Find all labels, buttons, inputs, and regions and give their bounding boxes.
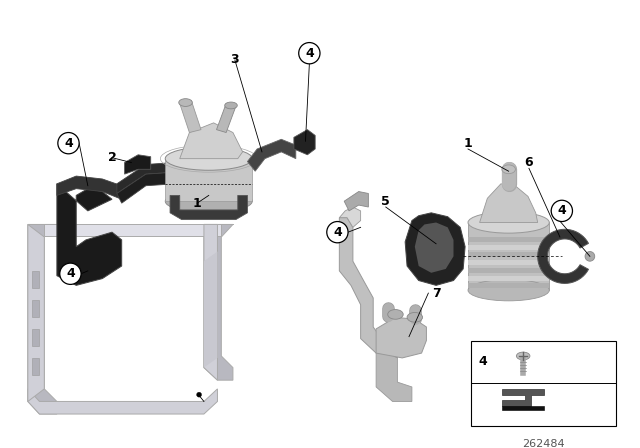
Polygon shape	[170, 195, 248, 220]
Ellipse shape	[165, 190, 252, 213]
Polygon shape	[32, 358, 40, 375]
Polygon shape	[479, 184, 538, 223]
Ellipse shape	[407, 312, 422, 322]
Polygon shape	[468, 260, 549, 265]
Polygon shape	[248, 139, 296, 171]
Polygon shape	[339, 207, 360, 227]
Circle shape	[299, 43, 320, 64]
Circle shape	[60, 263, 81, 284]
Polygon shape	[32, 271, 40, 288]
Polygon shape	[468, 284, 549, 288]
Bar	[502, 406, 545, 410]
Polygon shape	[28, 224, 57, 414]
Ellipse shape	[502, 165, 515, 174]
Polygon shape	[468, 253, 549, 257]
Ellipse shape	[165, 147, 252, 170]
Text: 1: 1	[193, 197, 202, 210]
Polygon shape	[415, 223, 454, 273]
Text: 6: 6	[525, 156, 533, 169]
Text: 2: 2	[108, 151, 116, 164]
Text: 4: 4	[333, 226, 342, 239]
Ellipse shape	[468, 212, 549, 233]
Polygon shape	[28, 224, 44, 401]
Polygon shape	[376, 317, 426, 358]
Text: 5: 5	[381, 195, 390, 208]
Polygon shape	[468, 245, 549, 250]
Polygon shape	[405, 213, 465, 285]
Text: 7: 7	[432, 287, 440, 300]
Polygon shape	[180, 123, 243, 159]
Polygon shape	[117, 172, 199, 203]
Circle shape	[551, 200, 573, 221]
Text: 4: 4	[64, 137, 73, 150]
Polygon shape	[204, 251, 218, 368]
Polygon shape	[468, 237, 549, 242]
Polygon shape	[180, 101, 201, 133]
Text: 262484: 262484	[522, 439, 564, 448]
Ellipse shape	[225, 102, 237, 109]
Circle shape	[327, 221, 348, 243]
Polygon shape	[28, 224, 233, 236]
Ellipse shape	[179, 99, 192, 107]
Polygon shape	[468, 223, 549, 290]
Polygon shape	[32, 300, 40, 317]
Ellipse shape	[516, 352, 530, 360]
Polygon shape	[57, 176, 122, 199]
Bar	[471, 340, 616, 426]
Text: 4: 4	[557, 204, 566, 217]
Polygon shape	[125, 155, 150, 174]
Ellipse shape	[388, 310, 403, 319]
Text: 4: 4	[478, 355, 487, 368]
Text: 3: 3	[230, 53, 239, 66]
Circle shape	[585, 251, 595, 261]
Polygon shape	[204, 224, 233, 380]
Circle shape	[58, 133, 79, 154]
Polygon shape	[294, 129, 315, 155]
Polygon shape	[502, 389, 545, 406]
Polygon shape	[468, 276, 549, 280]
Text: 1: 1	[463, 137, 472, 150]
Polygon shape	[117, 163, 199, 194]
Polygon shape	[165, 159, 252, 201]
Polygon shape	[57, 184, 122, 285]
Polygon shape	[538, 229, 589, 284]
Polygon shape	[339, 218, 397, 358]
Circle shape	[196, 392, 202, 397]
Text: 4: 4	[66, 267, 75, 280]
Text: 4: 4	[305, 47, 314, 60]
Polygon shape	[344, 192, 369, 211]
Polygon shape	[468, 268, 549, 273]
Polygon shape	[32, 329, 40, 346]
Polygon shape	[204, 224, 218, 380]
Polygon shape	[376, 353, 412, 401]
Ellipse shape	[468, 280, 549, 301]
Polygon shape	[216, 103, 236, 133]
Polygon shape	[28, 389, 218, 414]
